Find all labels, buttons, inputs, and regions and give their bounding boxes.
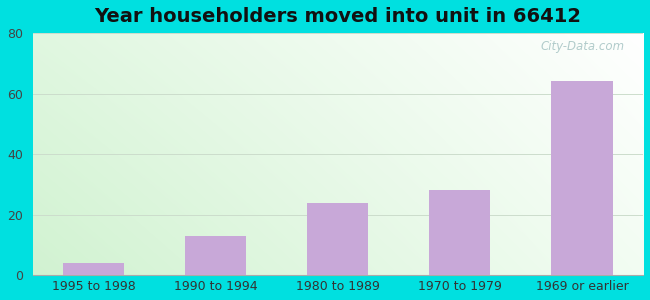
Text: City-Data.com: City-Data.com (541, 40, 625, 53)
Bar (551, 82, 612, 275)
Bar (63, 263, 124, 275)
Bar (185, 236, 246, 275)
Title: Year householders moved into unit in 66412: Year householders moved into unit in 664… (94, 7, 581, 26)
Bar (307, 202, 369, 275)
Bar (430, 190, 491, 275)
